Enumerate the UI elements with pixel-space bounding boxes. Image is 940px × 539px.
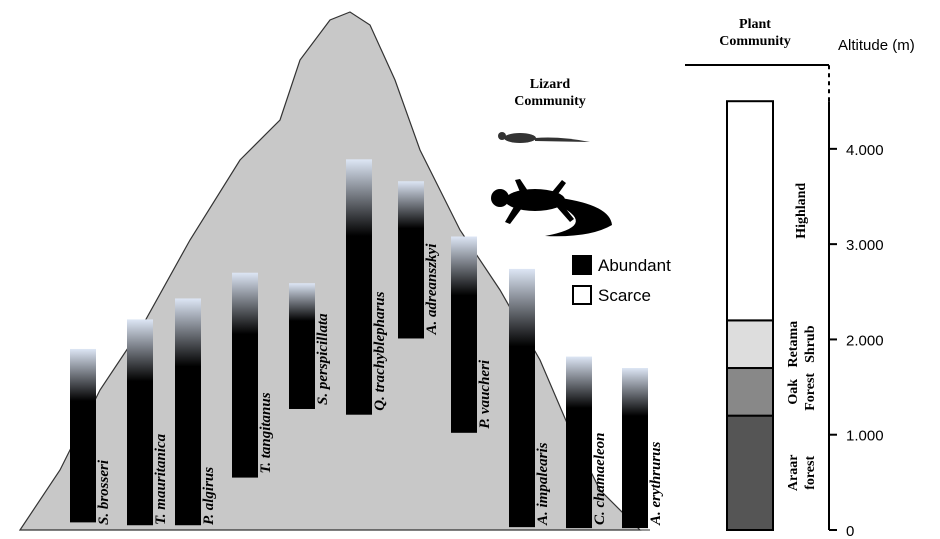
species-range [451, 237, 477, 433]
lizard-small [498, 132, 590, 143]
legend: Abundant Scarce [573, 256, 671, 305]
species-label: T. mauritanica [153, 433, 169, 525]
species-label: S. brosseri [96, 459, 112, 525]
y-tick-label: 4.000 [846, 142, 884, 159]
title-line: Lizard [530, 77, 571, 92]
species-range [70, 349, 96, 522]
species-label: C. chamaeleon [592, 433, 608, 526]
lizard-title: Lizard Community [514, 77, 586, 109]
zone-label-line: Forest [803, 373, 818, 411]
zone-label-line: forest [803, 456, 818, 490]
figure: Abundant Scarce S. brosseri T. mauritanica… [0, 0, 940, 539]
legend-label: Abundant [598, 256, 671, 275]
zone-label-line: Retama [786, 321, 801, 368]
species-label: A. impalearis [535, 442, 551, 526]
title-line: Plant [739, 17, 771, 32]
species-range [127, 319, 153, 525]
species-label: T. tangitanus [258, 392, 274, 473]
title-line: Community [514, 94, 586, 109]
zone-label-line: Highland [794, 183, 809, 239]
plant-zone [727, 368, 773, 416]
plant-zone [727, 416, 773, 530]
species-label: S. perspicillata [315, 313, 331, 405]
y-tick-label: 2.000 [846, 332, 884, 349]
species-label: P. algirus [201, 467, 217, 525]
species-range [232, 273, 258, 478]
lizard-large [491, 179, 612, 236]
plant-title: Plant Community [719, 17, 791, 49]
species-range [346, 159, 372, 414]
species-range [398, 181, 424, 338]
species-range [289, 283, 315, 409]
title-line: Community [719, 34, 791, 49]
species-range [566, 357, 592, 529]
y-tick-label: 3.000 [846, 237, 884, 254]
axis-title: Altitude (m) [838, 37, 915, 54]
legend-swatch [573, 256, 591, 274]
zone-label-line: Araar [786, 455, 801, 492]
species-range [175, 298, 201, 525]
zone-label: Highland [794, 183, 809, 239]
legend-swatch [573, 286, 591, 304]
y-tick-label: 1.000 [846, 428, 884, 445]
plant-zone [727, 320, 773, 368]
species-label: Q. trachyblepharus [372, 291, 388, 410]
species-label: A. erythrurus [648, 441, 664, 526]
zone-label-line: Shrub [803, 325, 818, 363]
species-label: A. adreanszkyi [424, 243, 440, 336]
legend-label: Scarce [598, 286, 651, 305]
species-label: P. vaucheri [477, 359, 493, 429]
species-range [509, 269, 535, 527]
plant-zone [727, 101, 773, 320]
y-tick-label: 0 [846, 523, 854, 539]
altitude-axis: Altitude (m) 0 1.000 2.000 3.000 4.000 [829, 37, 915, 539]
zone-label-line: Oak [786, 379, 801, 405]
species-range [622, 368, 648, 528]
